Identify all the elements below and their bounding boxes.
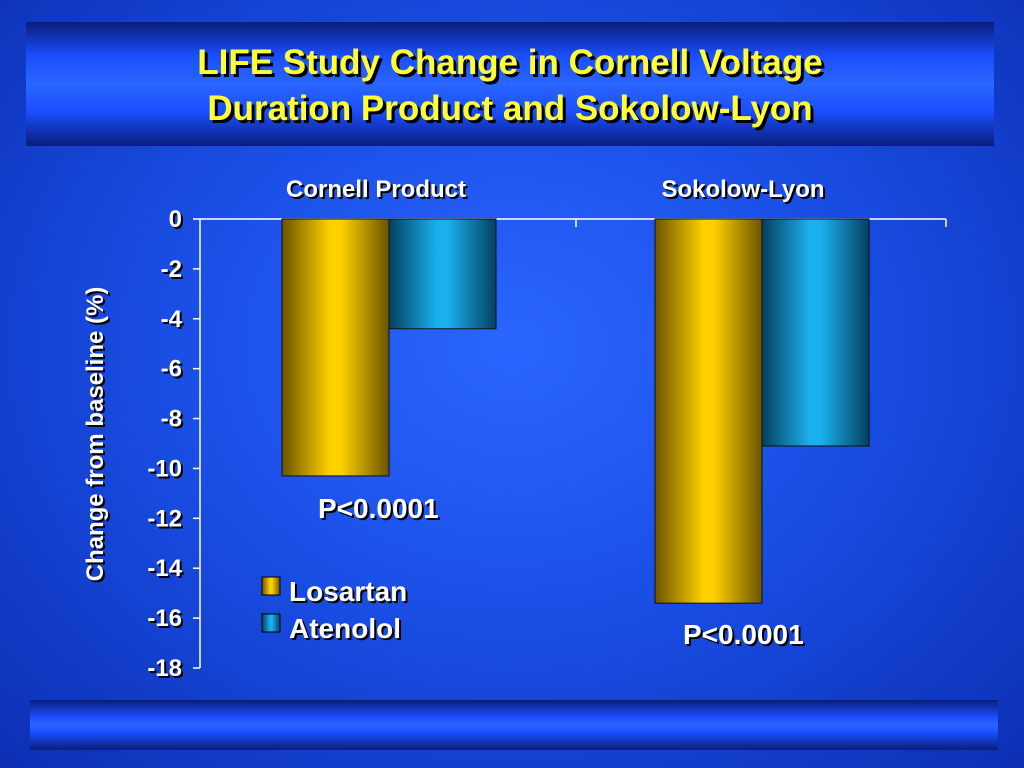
- y-tick-label-2: -4: [161, 306, 183, 333]
- y-tick-label-shadow-8: -16: [149, 607, 184, 634]
- legend-swatch-losartan: [261, 576, 281, 596]
- title-line-2: Duration Product and Sokolow-Lyon: [207, 89, 813, 128]
- category-label-shadow-0: Cornell Product: [288, 178, 468, 205]
- y-tick-label-shadow-0: 0: [171, 208, 184, 235]
- y-tick-label-shadow-3: -6: [163, 358, 184, 385]
- legend-swatch-atenolol: [261, 613, 281, 633]
- y-tick-label-9: -18: [147, 655, 182, 682]
- legend: Losartan Losartan Atenolol Atenolol: [261, 576, 409, 646]
- legend-label-losartan: Losartan: [289, 576, 407, 607]
- category-label-0: Cornell Product: [286, 176, 466, 203]
- y-tick-label-shadow-4: -8: [163, 408, 184, 435]
- legend-label-atenolol: Atenolol: [289, 613, 401, 644]
- bar-losartan-0: [281, 218, 390, 477]
- y-tick-label-shadow-5: -10: [149, 457, 184, 484]
- p-value-sokolow-shadow: P<0.0001: [685, 621, 806, 652]
- bar-losartan-1: [654, 218, 763, 604]
- y-tick-label-4: -8: [161, 406, 182, 433]
- y-axis-label-group: Change from baseline (%) Change from bas…: [82, 287, 111, 584]
- legend-label-atenolol-shadow: Atenolol: [291, 615, 403, 646]
- y-tick-label-7: -14: [147, 555, 182, 582]
- category-label-1: Sokolow-Lyon: [661, 176, 824, 203]
- title-line-1: LIFE Study Change in Cornell Voltage: [197, 43, 823, 82]
- title-band: [26, 22, 994, 146]
- y-axis-label: Change from baseline (%): [82, 287, 109, 582]
- y-tick-label-3: -6: [161, 356, 182, 383]
- bar-atenolol-0: [388, 218, 497, 330]
- y-axis-label-shadow: Change from baseline (%): [84, 289, 111, 584]
- y-tick-label-shadow-2: -4: [163, 308, 185, 335]
- slide-title: LIFE Study Change in Cornell Voltage Dur…: [26, 40, 994, 132]
- p-value-cornell-shadow: P<0.0001: [320, 495, 441, 526]
- bar-atenolol-1: [761, 218, 870, 447]
- p-value-sokolow: P<0.0001: [683, 619, 804, 650]
- y-tick-label-6: -12: [147, 505, 182, 532]
- category-label-shadow-1: Sokolow-Lyon: [663, 178, 826, 205]
- bottom-band: [30, 700, 998, 750]
- y-tick-label-8: -16: [147, 605, 182, 632]
- y-tick-label-1: -2: [161, 256, 182, 283]
- p-value-cornell: P<0.0001: [318, 493, 439, 524]
- y-tick-label-shadow-9: -18: [149, 657, 184, 684]
- y-tick-label-shadow-1: -2: [163, 258, 184, 285]
- legend-label-losartan-shadow: Losartan: [291, 578, 409, 609]
- y-tick-label-shadow-6: -12: [149, 507, 184, 534]
- y-tick-label-shadow-7: -14: [149, 557, 184, 584]
- y-tick-label-0: 0: [169, 206, 182, 233]
- y-tick-label-5: -10: [147, 455, 182, 482]
